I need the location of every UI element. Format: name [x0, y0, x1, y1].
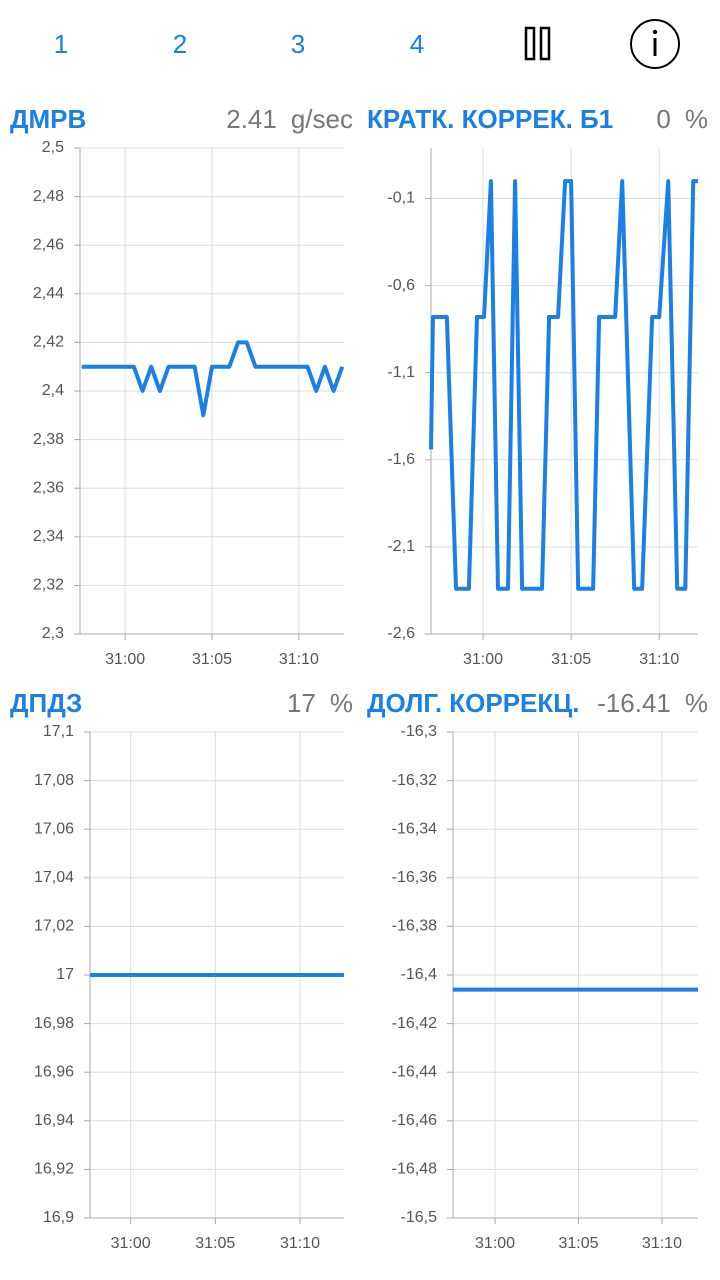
x-tick-label: 31:00 [105, 651, 145, 668]
y-tick-label: 2,38 [33, 431, 64, 448]
y-tick-label: -16,44 [392, 1063, 437, 1080]
y-tick-label: 2,3 [42, 625, 64, 642]
y-tick-label: 2,34 [33, 528, 64, 545]
unit: % [685, 688, 708, 718]
chart-title: ДОЛГ. КОРРЕКЦ. [367, 688, 579, 718]
x-tick-label: 31:00 [463, 651, 503, 668]
y-tick-label: -16,5 [401, 1209, 438, 1226]
y-tick-label: 2,46 [33, 236, 64, 253]
y-tick-label: 17,08 [34, 772, 74, 789]
y-tick-label: 17,06 [34, 820, 74, 837]
y-tick-label: 16,94 [34, 1112, 74, 1129]
readout-value: -16.41 [597, 688, 671, 718]
x-tick-label: 31:00 [475, 1235, 515, 1252]
x-tick-label: 31:10 [639, 651, 679, 668]
y-tick-label: -0,6 [387, 277, 415, 294]
x-tick-label: 31:05 [558, 1235, 598, 1252]
y-tick-label: -16,48 [392, 1161, 437, 1178]
tab[interactable]: 1 [54, 29, 68, 59]
unit: g/sec [291, 104, 353, 134]
y-tick-label: -16,3 [401, 723, 438, 740]
y-tick-label: 16,96 [34, 1063, 74, 1080]
y-tick-label: 2,42 [33, 334, 64, 351]
y-tick-label: -2,6 [387, 625, 415, 642]
y-tick-label: 17,04 [34, 869, 74, 886]
y-tick-label: -2,1 [387, 538, 415, 555]
y-tick-label: -0,1 [387, 190, 415, 207]
chart-title: ДМРВ [10, 104, 86, 134]
readout-value: 17 [287, 688, 316, 718]
y-tick-label: -16,42 [392, 1015, 437, 1032]
y-tick-label: 2,5 [42, 139, 64, 156]
y-tick-label: 2,36 [33, 479, 64, 496]
info-button[interactable] [630, 19, 680, 69]
y-tick-label: 2,32 [33, 577, 64, 594]
pause-button[interactable] [524, 26, 551, 61]
y-tick-label: -16,34 [392, 820, 437, 837]
y-tick-label: -16,32 [392, 772, 437, 789]
y-tick-label: 16,9 [43, 1209, 74, 1226]
tab[interactable]: 4 [410, 29, 424, 59]
y-tick-label: 17,1 [43, 723, 74, 740]
x-tick-label: 31:05 [551, 651, 591, 668]
x-tick-label: 31:10 [642, 1235, 682, 1252]
y-tick-label: 17,02 [34, 918, 74, 935]
y-tick-label: -16,4 [401, 966, 438, 983]
data-line [429, 179, 698, 591]
x-tick-label: 31:10 [280, 1235, 320, 1252]
readout-value: 0 [656, 104, 670, 134]
tab[interactable]: 3 [291, 29, 305, 59]
readout-value: 2.41 [226, 104, 277, 134]
chart-title: КРАТК. КОРРЕК. Б1 [367, 104, 613, 134]
x-tick-label: 31:10 [279, 651, 319, 668]
y-tick-label: 2,4 [42, 382, 64, 399]
y-tick-label: 2,44 [33, 285, 64, 302]
chart-title: ДПДЗ [10, 688, 82, 718]
data-line [81, 340, 345, 418]
y-tick-label: 16,98 [34, 1015, 74, 1032]
x-tick-label: 31:05 [195, 1235, 235, 1252]
y-tick-label: -1,1 [387, 364, 415, 381]
x-tick-label: 31:00 [111, 1235, 151, 1252]
y-tick-label: 17 [56, 966, 74, 983]
y-tick-label: -16,36 [392, 869, 437, 886]
tab[interactable]: 2 [173, 29, 187, 59]
y-tick-label: -16,46 [392, 1112, 437, 1129]
y-tick-label: -1,6 [387, 451, 415, 468]
x-tick-label: 31:05 [192, 651, 232, 668]
y-tick-label: -16,38 [392, 918, 437, 935]
unit: % [330, 688, 353, 718]
unit: % [685, 104, 708, 134]
y-tick-label: 2,48 [33, 188, 64, 205]
y-tick-label: 16,92 [34, 1161, 74, 1178]
